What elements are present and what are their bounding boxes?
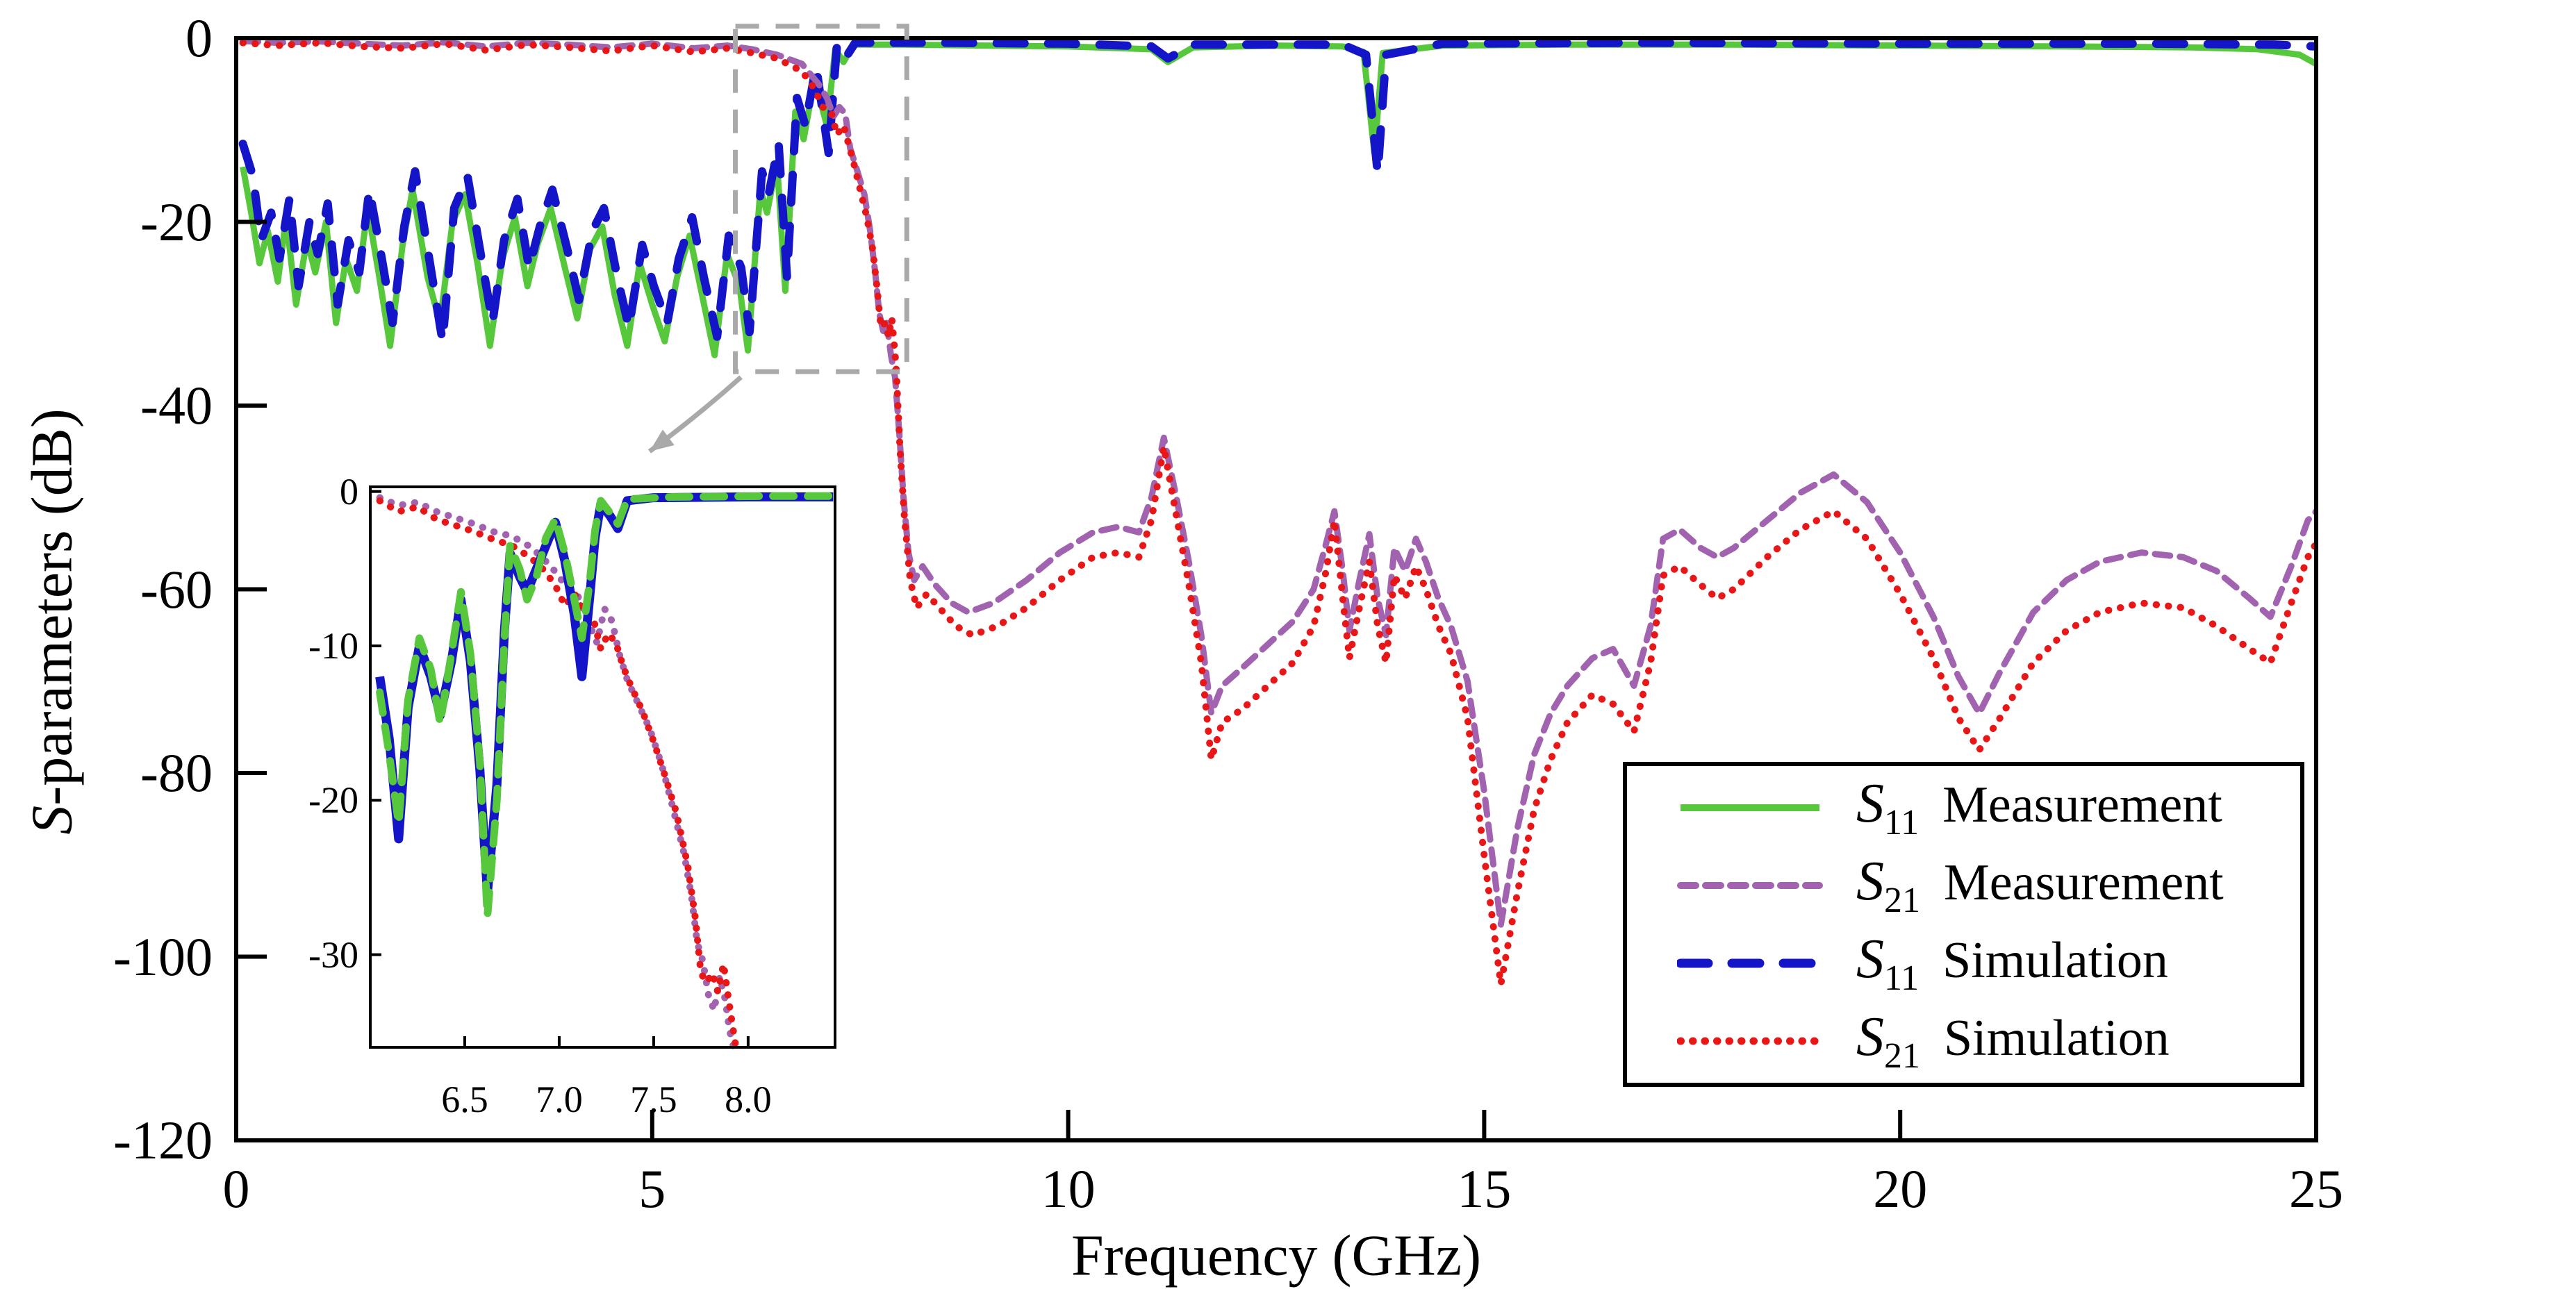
inset-ytick-label: -10 (308, 624, 358, 667)
inset-ytick-label: 0 (340, 470, 358, 513)
legend-line-sample-s11-measurement (1681, 804, 1819, 811)
main-axes (234, 36, 2318, 1142)
inset-series (375, 492, 837, 1050)
x-axis-title: Frequency (GHz) (1071, 1223, 1482, 1288)
main-ytick-label: -120 (113, 1110, 213, 1170)
legend-line-sample-s21-simulation (1677, 1037, 1823, 1045)
y-axis-title-symbol: S (19, 805, 85, 835)
main-ytick-label: -100 (113, 926, 213, 987)
main-xtick-label: 5 (638, 1158, 666, 1219)
inset-xtick-label: 7.0 (536, 1079, 583, 1120)
main-ytick-label: -40 (140, 375, 213, 435)
legend-item-s11-measurement: S11 Measurement (1627, 772, 2300, 844)
legend-item-s21-simulation: S21 Simulation (1627, 1005, 2300, 1077)
main-ytick-label: -20 (140, 191, 213, 252)
legend-line-sample-s21-measurement (1677, 882, 1823, 889)
main-series (238, 38, 2318, 988)
inset-ytick-label: -20 (308, 779, 358, 822)
legend-label: S21 Measurement (1856, 851, 2224, 920)
inset-series-s21_measurement-path (376, 494, 738, 1050)
main-ytick-label: 0 (185, 8, 213, 68)
legend-label: S11 Simulation (1856, 929, 2168, 998)
inset-series-s11_measurement-path (376, 492, 837, 920)
main-xtick-label: 20 (1873, 1158, 1928, 1219)
inset-frame (369, 485, 836, 1049)
y-axis-title: S-parameters (dB) (19, 408, 86, 834)
zoom-arrowhead (650, 429, 675, 451)
inset-series-s21_simulation-path (376, 497, 741, 1050)
legend-item-s11-simulation: S11 Simulation (1627, 927, 2300, 999)
legend-label: S11 Measurement (1856, 773, 2222, 842)
inset-xtick-label: 6.5 (441, 1079, 488, 1120)
legend-label: S21 Simulation (1856, 1006, 2170, 1076)
zoom-region-box (733, 24, 909, 374)
main-xtick-label: 10 (1041, 1158, 1096, 1219)
main-series-s21_measurement-path (240, 38, 2318, 928)
main-xtick-label: 25 (2289, 1158, 2343, 1219)
main-series-s11_simulation-path (238, 38, 2318, 346)
y-axis-title-rest: -parameters (dB) (19, 408, 85, 806)
inset-ytick-label: -30 (308, 933, 358, 976)
inset-xtick-label: 7.5 (630, 1079, 677, 1120)
legend: S11 Measurement S21 Measurement S11 Simulat… (1623, 762, 2304, 1087)
inset-xtick-label: 8.0 (725, 1079, 772, 1120)
main-xtick-label: 15 (1457, 1158, 1512, 1219)
main-xtick-label: 0 (222, 1158, 250, 1219)
legend-line-sample-s11-simulation (1677, 958, 1823, 968)
main-ytick-label: -60 (140, 558, 213, 619)
inset-axes (369, 485, 837, 1050)
legend-item-s21-measurement: S21 Measurement (1627, 849, 2300, 922)
main-ytick-label: -80 (140, 742, 213, 803)
